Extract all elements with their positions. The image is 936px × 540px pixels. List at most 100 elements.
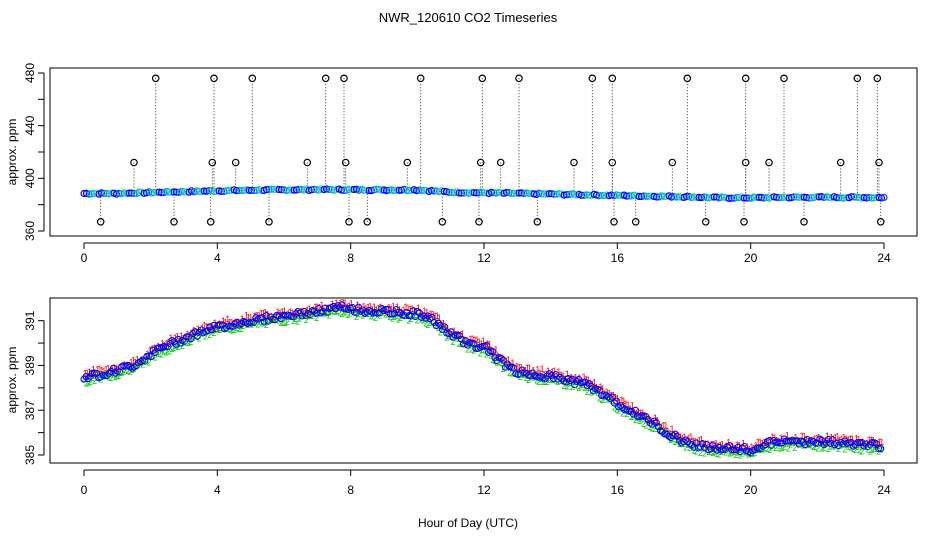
data-point-top [157, 189, 166, 197]
series-2-marker: 2 [780, 443, 785, 453]
y-tick-label-top: 360 [23, 221, 37, 241]
data-point-top [727, 194, 736, 202]
outlier-point [231, 158, 240, 167]
series-1-marker: 1 [636, 407, 641, 417]
series-1-marker: 1 [389, 304, 394, 314]
data-point-top [752, 194, 761, 202]
data-point-top [635, 192, 643, 201]
series-2-marker: 2 [673, 437, 678, 447]
series-3-point [193, 332, 201, 340]
series-2-marker: 2 [125, 366, 130, 376]
series-2-marker: 2 [176, 342, 181, 352]
series-3-point [441, 323, 449, 331]
data-point-top [372, 185, 381, 193]
data-point-top [430, 187, 438, 195]
series-1-marker: 1 [386, 303, 391, 313]
series-2-marker: 2 [335, 306, 340, 316]
data-point-top [780, 193, 788, 201]
series-1-marker: 1 [871, 436, 876, 446]
series-2-marker: 2 [146, 357, 151, 367]
series-1-marker: 1 [621, 396, 626, 406]
series-1-marker: 1 [472, 335, 477, 345]
series-3-point [93, 369, 101, 377]
y-axis-bottom: 385 387 389 391 [23, 310, 45, 465]
series-2-marker: 2 [832, 441, 837, 451]
series-2-marker: 2 [205, 327, 210, 337]
series-1-marker: 1 [588, 378, 593, 388]
series-3-point [302, 312, 310, 320]
series-1-marker: 1 [764, 438, 769, 448]
data-point-top [832, 194, 841, 202]
data-point-top [337, 186, 346, 194]
data-point-top [577, 191, 586, 199]
series-2-marker: 2 [639, 414, 644, 424]
data-point-top [287, 186, 296, 194]
series-3-point [562, 378, 570, 386]
series-1-marker: 1 [91, 364, 96, 374]
data-point-top [870, 194, 878, 202]
series-3-point [417, 313, 426, 321]
series-1-marker: 1 [867, 435, 872, 445]
series-1-marker: 1 [835, 432, 840, 442]
series-1-marker: 1 [286, 309, 291, 319]
x-tick-label-bottom: 12 [477, 483, 491, 497]
data-point-top [350, 185, 358, 194]
series-1-marker: 1 [277, 309, 282, 319]
series-2-marker: 2 [130, 365, 135, 375]
series-3-point [258, 314, 266, 322]
series-1-marker: 1 [598, 382, 603, 392]
data-point-top [717, 193, 726, 201]
data-point-top [850, 193, 858, 201]
data-point-top [325, 185, 333, 194]
series-2-marker: 2 [786, 443, 791, 453]
series-2-marker: 2 [423, 318, 428, 328]
series-2-marker: 2 [469, 344, 474, 354]
series-2-marker: 2 [683, 442, 688, 452]
data-point-top [265, 185, 273, 193]
series-2-marker: 2 [438, 327, 443, 337]
data-point-top [772, 193, 781, 201]
data-point-top [560, 191, 568, 199]
series-1-marker: 1 [437, 313, 442, 323]
series-2-marker: 2 [450, 337, 455, 347]
plot-frame-bottom [49, 297, 918, 464]
series-1-marker: 1 [254, 311, 259, 321]
series-3-point [740, 442, 748, 451]
series-2-marker: 2 [585, 387, 590, 397]
series-1-marker: 1 [802, 432, 807, 442]
series-3-point [610, 399, 618, 407]
series-1-marker: 1 [711, 441, 716, 451]
series-1-marker: 1 [877, 437, 882, 447]
series-2-marker: 2 [186, 338, 191, 348]
series-2-marker: 2 [513, 369, 518, 379]
series-1-marker: 1 [508, 361, 513, 371]
series-1-marker: 1 [539, 364, 544, 374]
series-2-marker: 2 [232, 325, 237, 335]
series-1-marker: 1 [848, 434, 853, 444]
series-2-marker: 2 [247, 317, 252, 327]
data-point-top [510, 189, 518, 197]
series-1-marker: 1 [512, 364, 517, 374]
series-2-marker: 2 [528, 373, 533, 383]
series-3-point [652, 419, 660, 427]
data-point-top [440, 187, 448, 195]
series-1-marker: 1 [693, 437, 698, 447]
data-point-top [842, 194, 851, 202]
data-point-top [805, 194, 813, 202]
data-point-top [512, 189, 521, 197]
data-point-top [597, 191, 606, 199]
outlier-point [475, 218, 483, 226]
chart-title: NWR_120610 CO2 Timeseries [379, 10, 558, 25]
series-1-marker: 1 [565, 369, 570, 379]
series-1-marker: 1 [663, 421, 668, 431]
data-point-top [205, 187, 213, 195]
series-2-marker: 2 [635, 413, 640, 423]
series-3-point [875, 445, 883, 453]
series-2-marker: 2 [562, 381, 567, 391]
series-2-marker: 2 [620, 408, 625, 418]
data-point-top [852, 193, 861, 201]
series-1-marker: 1 [372, 302, 377, 312]
series-2-marker: 2 [243, 318, 248, 328]
outlier-point [341, 158, 350, 167]
